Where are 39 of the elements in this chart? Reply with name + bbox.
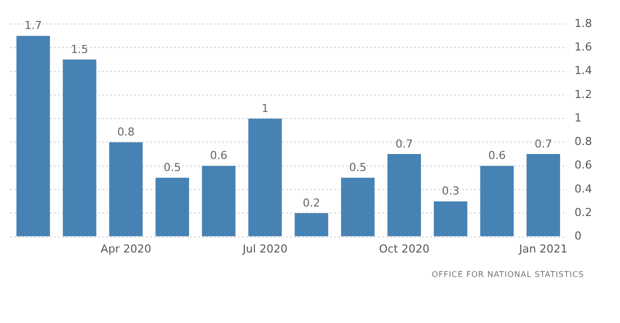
x-tick-label: Apr 2020 [100,242,152,256]
data-label: 0.6 [488,149,506,162]
data-label: 1.7 [24,19,42,32]
data-label: 0.2 [302,196,320,210]
bar [109,142,143,236]
x-tick-label: Jul 2020 [242,242,288,256]
bar [434,201,468,236]
y-tick-label: 1 [574,111,582,124]
bar [16,36,50,236]
x-tick-label: Jan 2021 [518,242,568,256]
y-tick-label: 0.6 [574,158,592,172]
bar [526,154,560,236]
y-tick-label: 1.4 [574,64,592,78]
data-label: 0.7 [534,137,552,150]
text: OFFICE FOR NATIONAL STATISTICS [432,270,584,280]
data-label: 0.6 [210,149,228,162]
data-label: 0.3 [442,184,460,198]
bar [480,166,514,236]
data-label: 1.5 [70,42,88,56]
y-tick-label: 0.8 [574,135,592,148]
y-tick-label: 0 [574,230,582,243]
bar [156,178,190,236]
bar [341,178,375,236]
bar [202,166,236,236]
bar [62,59,96,236]
x-tick-label: Oct 2020 [378,242,430,256]
data-label: 0.8 [117,126,135,139]
bar [248,118,282,236]
data-label: 0.7 [395,137,413,150]
y-tick-label: 0.2 [574,206,592,220]
y-tick-label: 1.6 [574,40,592,54]
bar [387,154,421,236]
data-label: 1 [262,102,269,115]
y-tick-label: 1.8 [574,16,592,30]
data-label: 0.5 [349,161,367,174]
data-label: 0.5 [164,161,182,174]
bar [294,213,328,236]
y-tick-label: 1.2 [574,88,592,101]
y-tick-label: 0.4 [574,182,592,196]
